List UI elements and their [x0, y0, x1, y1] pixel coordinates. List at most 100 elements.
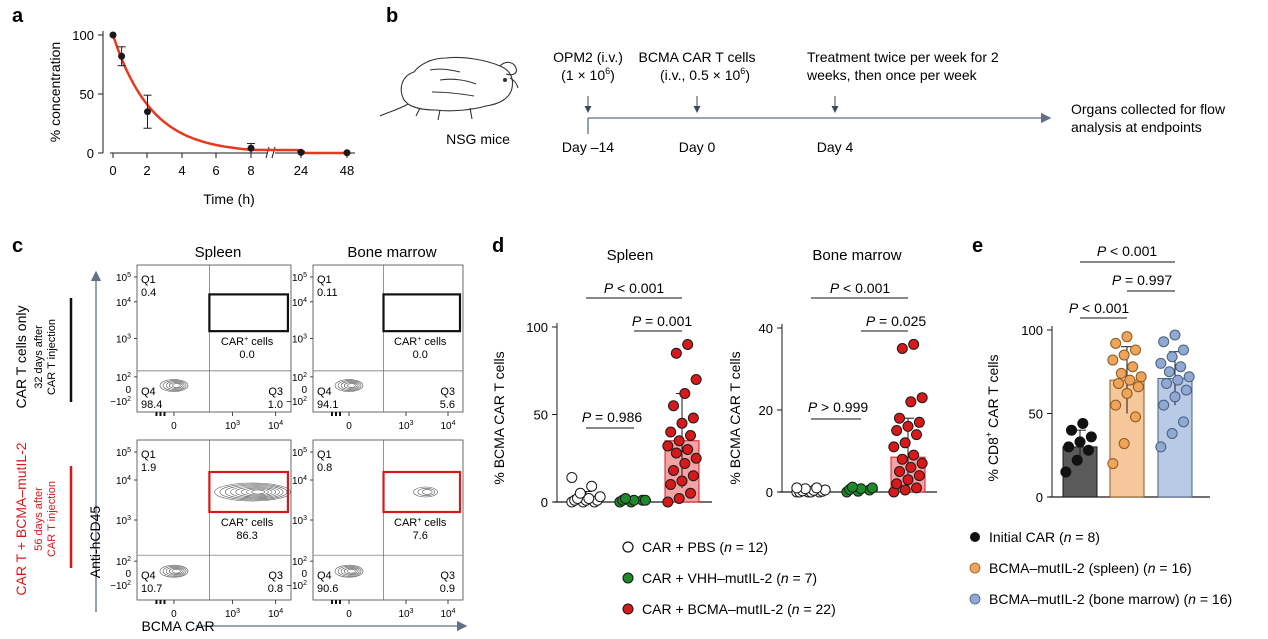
- a-ytick-label-0: 0: [87, 146, 94, 161]
- flow-contour: [347, 568, 356, 574]
- flow-q1-value: 0.4: [141, 287, 156, 299]
- flow-contour: [337, 380, 362, 391]
- flow-ytick-label: 103: [292, 515, 307, 527]
- a-ylabel: % concentration: [47, 42, 63, 142]
- e-point-2-3: [1158, 399, 1170, 411]
- d-spleen-point-2-18: [679, 388, 691, 399]
- flow-ytick-zero: 0: [125, 385, 131, 396]
- flow-xtick-label: 0: [346, 421, 352, 432]
- a-xtick-label-8: 8: [247, 163, 254, 178]
- d-bm-point-2-21: [908, 338, 920, 350]
- day-label-1: Day –14: [562, 139, 614, 155]
- d-spleen-point-0-10: [586, 480, 598, 492]
- d-legend-marker-bcma: [622, 603, 634, 615]
- flow-contour: [347, 383, 356, 388]
- e-point-2-15: [1169, 329, 1181, 341]
- e-point-2-11: [1155, 357, 1167, 369]
- e-point-1-0: [1107, 458, 1119, 470]
- e-ytick-label-0: 0: [1036, 490, 1043, 505]
- flow-gate-value: 86.3: [236, 530, 257, 542]
- d-bm-point-2-16: [913, 416, 925, 428]
- d-right-p-mid: P = 0.025: [866, 313, 927, 329]
- c-col-bone-marrow: Bone marrow: [347, 244, 436, 261]
- a-point-5: [343, 149, 351, 157]
- d-spleen-point-0-9: [574, 487, 586, 499]
- flow-ytick-label: 104: [116, 297, 131, 309]
- flow-xtick-label: 103: [225, 420, 240, 432]
- e-point-1-9: [1115, 367, 1127, 379]
- flow-xtick-label: 104: [440, 608, 455, 620]
- flow-ytick-neg: −102: [286, 580, 307, 592]
- flow-q3-value: 0.9: [440, 583, 455, 595]
- flow-ytick-label: 102: [116, 556, 131, 568]
- e-point-1-6: [1113, 377, 1124, 389]
- d-spleen-point-2-2: [685, 487, 696, 499]
- d-spleen-point-2-1: [673, 493, 685, 504]
- a-xtick-label-2: 2: [143, 163, 150, 178]
- flow-q4-value: 90.6: [317, 583, 338, 595]
- d-legend-bcma: CAR + BCMA–mutIL-2 (n = 22): [642, 601, 836, 617]
- event2-line2: (i.v., 0.5 × 106): [660, 66, 750, 83]
- panel-letter-e: e: [972, 235, 983, 257]
- flow-minor-tick: [335, 600, 337, 604]
- e-point-1-14: [1110, 337, 1122, 349]
- flow-q1-label: Q1: [317, 449, 332, 461]
- panel-c: c Spleen Bone marrow CAR T cells only 32…: [12, 235, 468, 634]
- d-bm-point-0-11: [791, 482, 803, 494]
- d-bm-point-2-18: [905, 396, 917, 408]
- flow-q3-label: Q3: [440, 386, 455, 398]
- d-bm-point-2-11: [888, 441, 900, 453]
- d-bm-point-2-12: [899, 437, 911, 449]
- d-bm-point-2-13: [911, 429, 922, 441]
- flow-q4-value: 98.4: [141, 399, 162, 411]
- flow-plot-frame: [312, 264, 464, 413]
- d-legend-marker-vhh: [622, 572, 634, 584]
- e-p-mid: P = 0.997: [1112, 272, 1173, 288]
- flow-contour: [337, 565, 362, 577]
- flow-ytick-zero: 0: [301, 385, 307, 396]
- e-ytick-label-50: 50: [1029, 407, 1043, 422]
- flow-q3-value: 5.6: [440, 399, 455, 411]
- flow-xtick-label: 103: [398, 420, 413, 432]
- e-legend-marker-initial: [970, 532, 980, 542]
- flow-contour-car: [219, 483, 288, 501]
- flow-contour: [165, 566, 185, 576]
- event2-line1: BCMA CAR T cells: [639, 49, 756, 65]
- e-point-2-5: [1180, 384, 1192, 396]
- flow-gate-label: CAR+ cells: [221, 517, 274, 529]
- a-point-4: [297, 148, 305, 156]
- flow-q1-label: Q1: [141, 449, 156, 461]
- c-row1-sub1: 32 days after: [33, 325, 45, 389]
- flow-contour-car: [246, 488, 269, 496]
- e-point-1-10: [1127, 361, 1139, 373]
- e-point-2-7: [1172, 374, 1184, 386]
- d-bm-ytick-label-20: 20: [759, 403, 773, 418]
- d-spleen-ytick-label-50: 50: [534, 408, 548, 423]
- e-point-1-7: [1124, 374, 1136, 386]
- d-spleen-point-2-9: [670, 447, 682, 459]
- d-bm-ytick-label-40: 40: [759, 321, 773, 336]
- d-bm-ytick-label-0: 0: [766, 485, 773, 500]
- flow-contour-car: [251, 489, 265, 495]
- e-point-1-12: [1118, 349, 1130, 361]
- a-point-3: [247, 144, 255, 152]
- flow-minor-tick: [331, 600, 333, 604]
- e-point-2-0: [1155, 441, 1167, 453]
- d-title-bone-marrow: Bone marrow: [812, 247, 901, 264]
- endpoint-line1: Organs collected for flow: [1071, 101, 1226, 117]
- e-legend-initial: Initial CAR (n = 8): [989, 529, 1100, 545]
- flow-plot-frame: [136, 264, 292, 413]
- flow-gate: [208, 470, 290, 514]
- panel-b: b NSG mice OPM2 (i.v.) (1 × 106) BCMA CA…: [379, 5, 1226, 155]
- d-spleen-point-2-5: [687, 470, 699, 482]
- e-point-0-7: [1077, 418, 1089, 430]
- flow-contour: [172, 568, 181, 574]
- flow-ytick-label: 102: [292, 556, 307, 568]
- flow-q3-label: Q3: [268, 570, 283, 582]
- flow-plot-frame: [312, 439, 464, 601]
- c-row2-sub1: 56 days after: [33, 487, 45, 551]
- flow-contour-car: [421, 489, 433, 495]
- flow-ytick-label: 104: [292, 475, 307, 487]
